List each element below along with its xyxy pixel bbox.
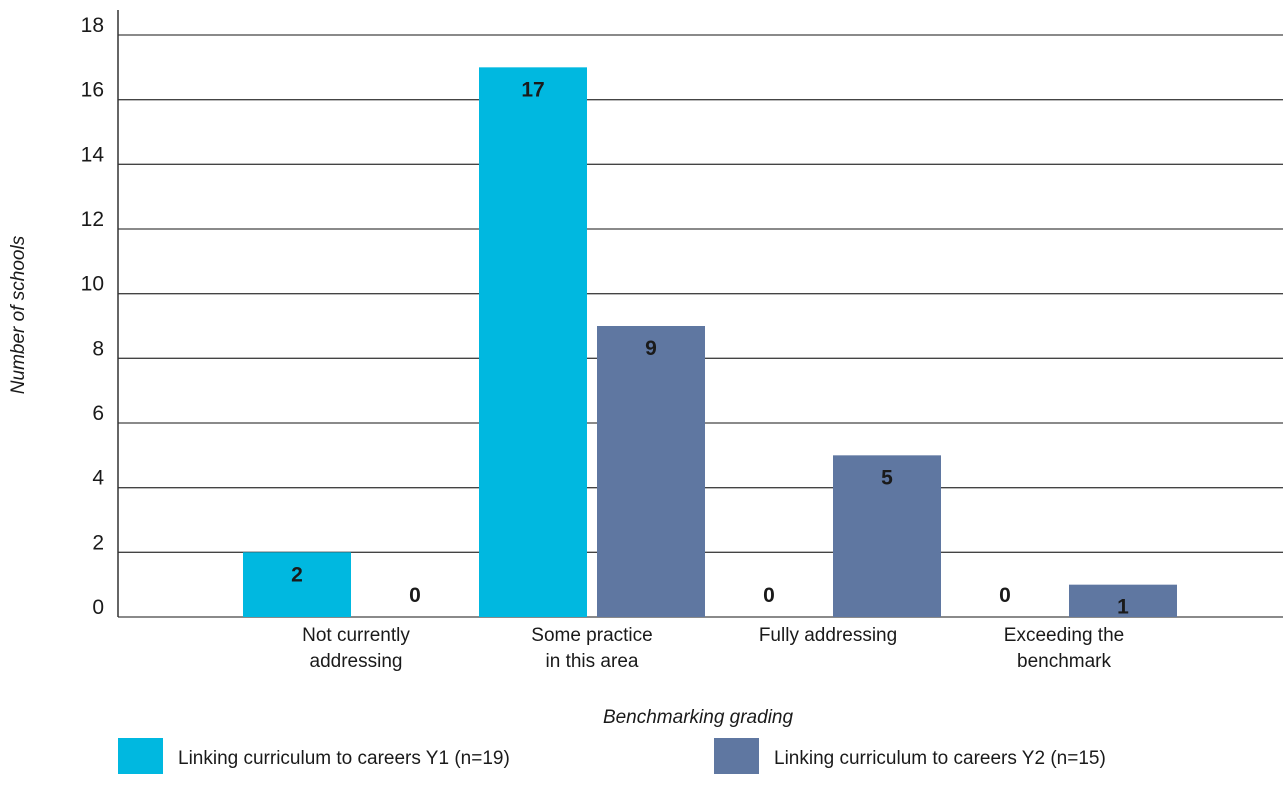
y-axis-ticks: 0 2 4 6 8 10 12 14 16 18 [81, 14, 105, 619]
category-label: Not currently [302, 625, 410, 646]
bar-value-label: 17 [521, 78, 544, 101]
y-tick-label: 18 [81, 14, 104, 37]
category-label: Fully addressing [759, 625, 897, 646]
y-tick-label: 4 [92, 467, 104, 490]
bar-value-label: 9 [645, 337, 657, 360]
x-axis-title: Benchmarking grading [603, 707, 794, 728]
bar-2 [833, 455, 941, 617]
legend-swatch [118, 738, 163, 774]
y-tick-label: 14 [81, 143, 105, 166]
bars [243, 67, 1177, 618]
bar-value-label: 2 [291, 563, 303, 586]
legend: Linking curriculum to careers Y1 (n=19) L… [118, 738, 1106, 774]
y-tick-label: 16 [81, 79, 104, 102]
bar-value-label: 0 [999, 584, 1011, 607]
bar-2 [597, 326, 705, 617]
y-tick-label: 2 [92, 531, 104, 554]
bar-value-label: 0 [409, 584, 421, 607]
category-label: in this area [546, 651, 639, 672]
legend-swatch [714, 738, 759, 774]
y-tick-label: 12 [81, 208, 104, 231]
y-tick-label: 10 [81, 273, 104, 296]
bar-value-label: 0 [763, 584, 775, 607]
bar-2 [1069, 584, 1177, 617]
x-axis-category-labels: Not currently addressing Some practice in t… [302, 625, 1124, 672]
y-axis-title: Number of schools [8, 235, 29, 394]
bar-1 [243, 552, 351, 617]
y-tick-label: 0 [92, 596, 104, 619]
data-labels: 2 0 17 9 0 5 0 1 [291, 78, 1129, 618]
bar-value-label: 5 [881, 466, 893, 489]
bar-1 [479, 67, 587, 618]
category-label: addressing [310, 651, 403, 672]
y-tick-label: 8 [92, 337, 104, 360]
category-label: benchmark [1017, 651, 1111, 672]
legend-label: Linking curriculum to careers Y2 (n=15) [774, 748, 1106, 769]
legend-label: Linking curriculum to careers Y1 (n=19) [178, 748, 510, 769]
bar-value-label: 1 [1117, 596, 1129, 619]
y-tick-label: 6 [92, 402, 104, 425]
category-label: Exceeding the [1004, 625, 1124, 646]
category-label: Some practice [531, 625, 652, 646]
